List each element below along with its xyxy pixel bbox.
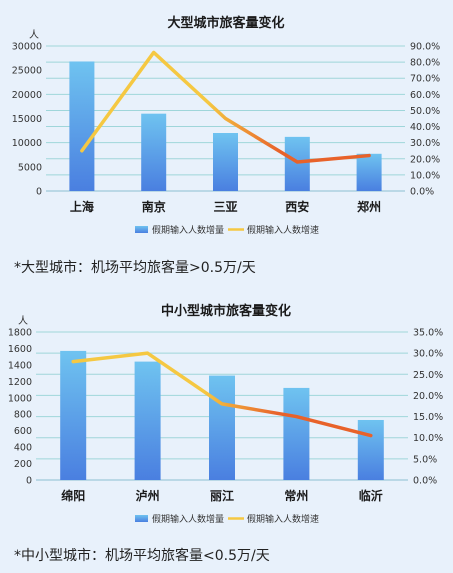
category-label: 绵阳	[61, 488, 85, 503]
series-line	[80, 50, 371, 164]
note-small-cities: *中小型城市：机场平均旅客量<0.5万/天	[14, 548, 270, 564]
right-tick-label: 25.0%	[413, 370, 443, 381]
bar	[60, 350, 87, 480]
right-tick-label: 10.0%	[413, 433, 443, 444]
legend-swatch-bar	[135, 515, 148, 522]
bar	[356, 153, 382, 191]
left-tick-label: 600	[14, 426, 32, 437]
category-label: 南京	[142, 199, 166, 214]
left-tick-label: 30000	[12, 42, 42, 53]
bar	[134, 361, 161, 480]
category-label: 西安	[285, 199, 309, 214]
right-tick-label: 0.0%	[410, 187, 434, 198]
category-label: 泸州	[136, 488, 160, 503]
category-label: 常州	[284, 488, 308, 503]
legend-label-line: 假期输入人数增速	[247, 513, 319, 525]
category-label: 丽江	[210, 488, 234, 503]
category-label: 上海	[70, 199, 94, 214]
legend-label-bar: 假期输入人数增量	[152, 224, 224, 236]
right-tick-label: 60.0%	[410, 90, 440, 101]
note-large-cities: *大型城市：机场平均旅客量>0.5万/天	[14, 260, 256, 276]
left-tick-label: 200	[14, 459, 32, 470]
right-tick-label: 70.0%	[410, 74, 440, 85]
bar	[357, 419, 384, 480]
bar	[284, 136, 310, 191]
left-tick-label: 20000	[12, 90, 42, 101]
category-label: 郑州	[357, 199, 381, 214]
y-unit-label: 人	[29, 29, 39, 41]
series-line	[71, 351, 373, 438]
right-tick-label: 30.0%	[413, 349, 443, 360]
right-tick-label: 80.0%	[410, 58, 440, 69]
left-tick-label: 800	[14, 410, 32, 421]
left-tick-label: 1400	[8, 360, 32, 371]
left-tick-label: 5000	[18, 162, 42, 173]
bar	[69, 61, 95, 191]
legend-swatch-bar	[135, 226, 148, 233]
bar	[209, 375, 235, 480]
bar	[213, 133, 238, 191]
left-tick-label: 0	[26, 476, 32, 487]
chart-small-cities-svg: 中小型城市旅客量变化 0.0% 5.0% 10.0% 15.0% 20.0% 25.0% 30…	[8, 303, 443, 525]
left-tick-label: 0	[36, 187, 42, 198]
left-tick-label: 1200	[8, 377, 32, 388]
left-tick-label: 1000	[8, 393, 32, 404]
category-label: 三亚	[213, 200, 237, 214]
right-tick-label: 5.0%	[413, 454, 437, 465]
y-unit-label: 人	[18, 315, 28, 327]
left-tick-label: 10000	[12, 138, 42, 149]
category-label: 临沂	[359, 488, 383, 503]
right-tick-label: 90.0%	[410, 42, 440, 53]
right-tick-label: 15.0%	[413, 412, 443, 423]
right-tick-label: 50.0%	[410, 106, 440, 117]
bar	[283, 387, 310, 480]
right-tick-label: 0.0%	[413, 476, 437, 487]
left-tick-label: 25000	[12, 66, 42, 77]
legend-label-line: 假期输入人数增速	[247, 224, 319, 236]
legend-label-bar: 假期输入人数增量	[152, 513, 224, 525]
right-tick-label: 10.0%	[410, 170, 440, 181]
chart-large-cities: 大型城市旅客量变化 0.0% 10.0% 20.0% 30.0% 40.0% 50.0% 60…	[0, 0, 453, 285]
chart-title: 大型城市旅客量变化	[167, 15, 284, 31]
right-tick-label: 35.0%	[413, 328, 443, 339]
left-tick-label: 400	[14, 443, 32, 454]
left-tick-label: 1600	[8, 344, 32, 355]
right-tick-label: 20.0%	[413, 391, 443, 402]
chart-small-cities: 中小型城市旅客量变化 0.0% 5.0% 10.0% 15.0% 20.0% 25.0% 30…	[0, 292, 453, 573]
right-tick-label: 30.0%	[410, 138, 440, 149]
bar	[141, 113, 167, 191]
right-tick-label: 40.0%	[410, 122, 440, 133]
chart-large-cities-svg: 大型城市旅客量变化 0.0% 10.0% 20.0% 30.0% 40.0% 50.0% 60…	[12, 15, 440, 236]
chart-title: 中小型城市旅客量变化	[161, 303, 291, 319]
right-tick-label: 20.0%	[410, 154, 440, 165]
left-tick-label: 15000	[12, 114, 42, 125]
left-tick-label: 1800	[8, 328, 32, 339]
